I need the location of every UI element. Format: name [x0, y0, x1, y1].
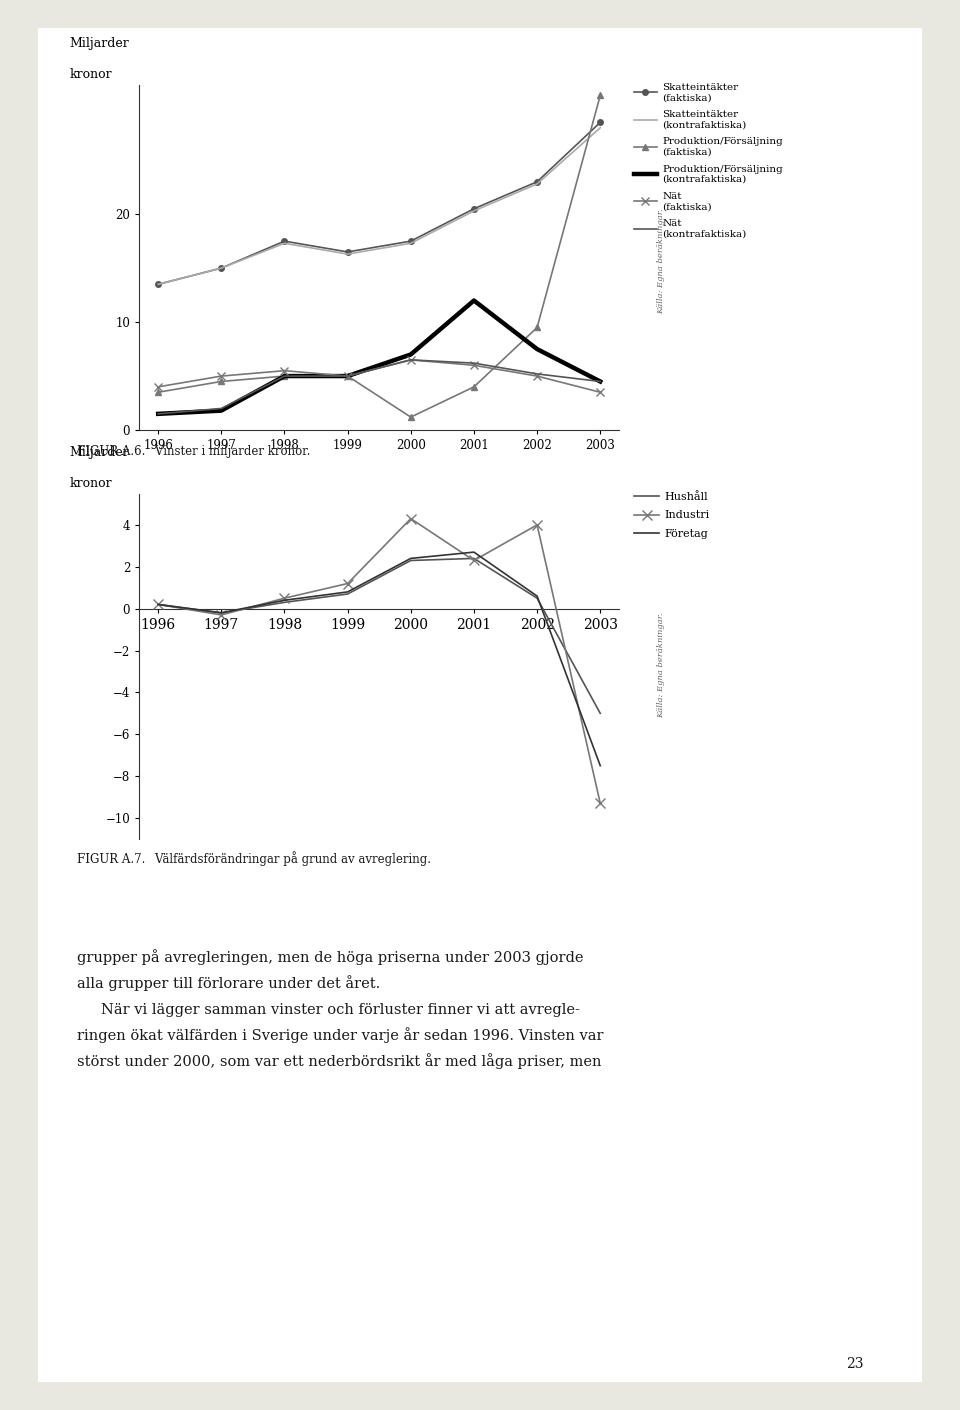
Text: Källa: Egna beräkningar.: Källa: Egna beräkningar.: [658, 209, 665, 313]
Text: störst under 2000, som var ett nederbördsrikt år med låga priser, men: störst under 2000, som var ett nederbörd…: [77, 1053, 601, 1069]
Text: 23: 23: [846, 1356, 863, 1371]
Text: kronor: kronor: [69, 68, 112, 82]
Text: Miljarder: Miljarder: [69, 446, 130, 458]
Text: Miljarder: Miljarder: [69, 37, 130, 49]
Text: alla grupper till förlorare under det året.: alla grupper till förlorare under det år…: [77, 974, 380, 991]
Text: grupper på avregleringen, men de höga priserna under 2003 gjorde: grupper på avregleringen, men de höga pr…: [77, 949, 584, 964]
Text: FIGUR A.7.  Välfärdsförändringar på grund av avreglering.: FIGUR A.7. Välfärdsförändringar på grund…: [77, 852, 431, 866]
Text: ringen ökat välfärden i Sverige under varje år sedan 1996. Vinsten var: ringen ökat välfärden i Sverige under va…: [77, 1026, 603, 1043]
Text: När vi lägger samman vinster och förluster finner vi att avregle-: När vi lägger samman vinster och förlust…: [101, 1003, 580, 1017]
Legend: Skatteintäkter
(faktiska), Skatteintäkter
(kontrafaktiska), Produktion/Försäljni: Skatteintäkter (faktiska), Skatteintäkte…: [634, 83, 783, 238]
Legend: Hushåll, Industri, Företag: Hushåll, Industri, Företag: [635, 492, 709, 539]
Text: FIGUR A.6.  Vinster i miljarder kronor.: FIGUR A.6. Vinster i miljarder kronor.: [77, 446, 310, 458]
Text: kronor: kronor: [69, 477, 112, 491]
Text: Källa: Egna beräkningar.: Källa: Egna beräkningar.: [658, 613, 665, 718]
